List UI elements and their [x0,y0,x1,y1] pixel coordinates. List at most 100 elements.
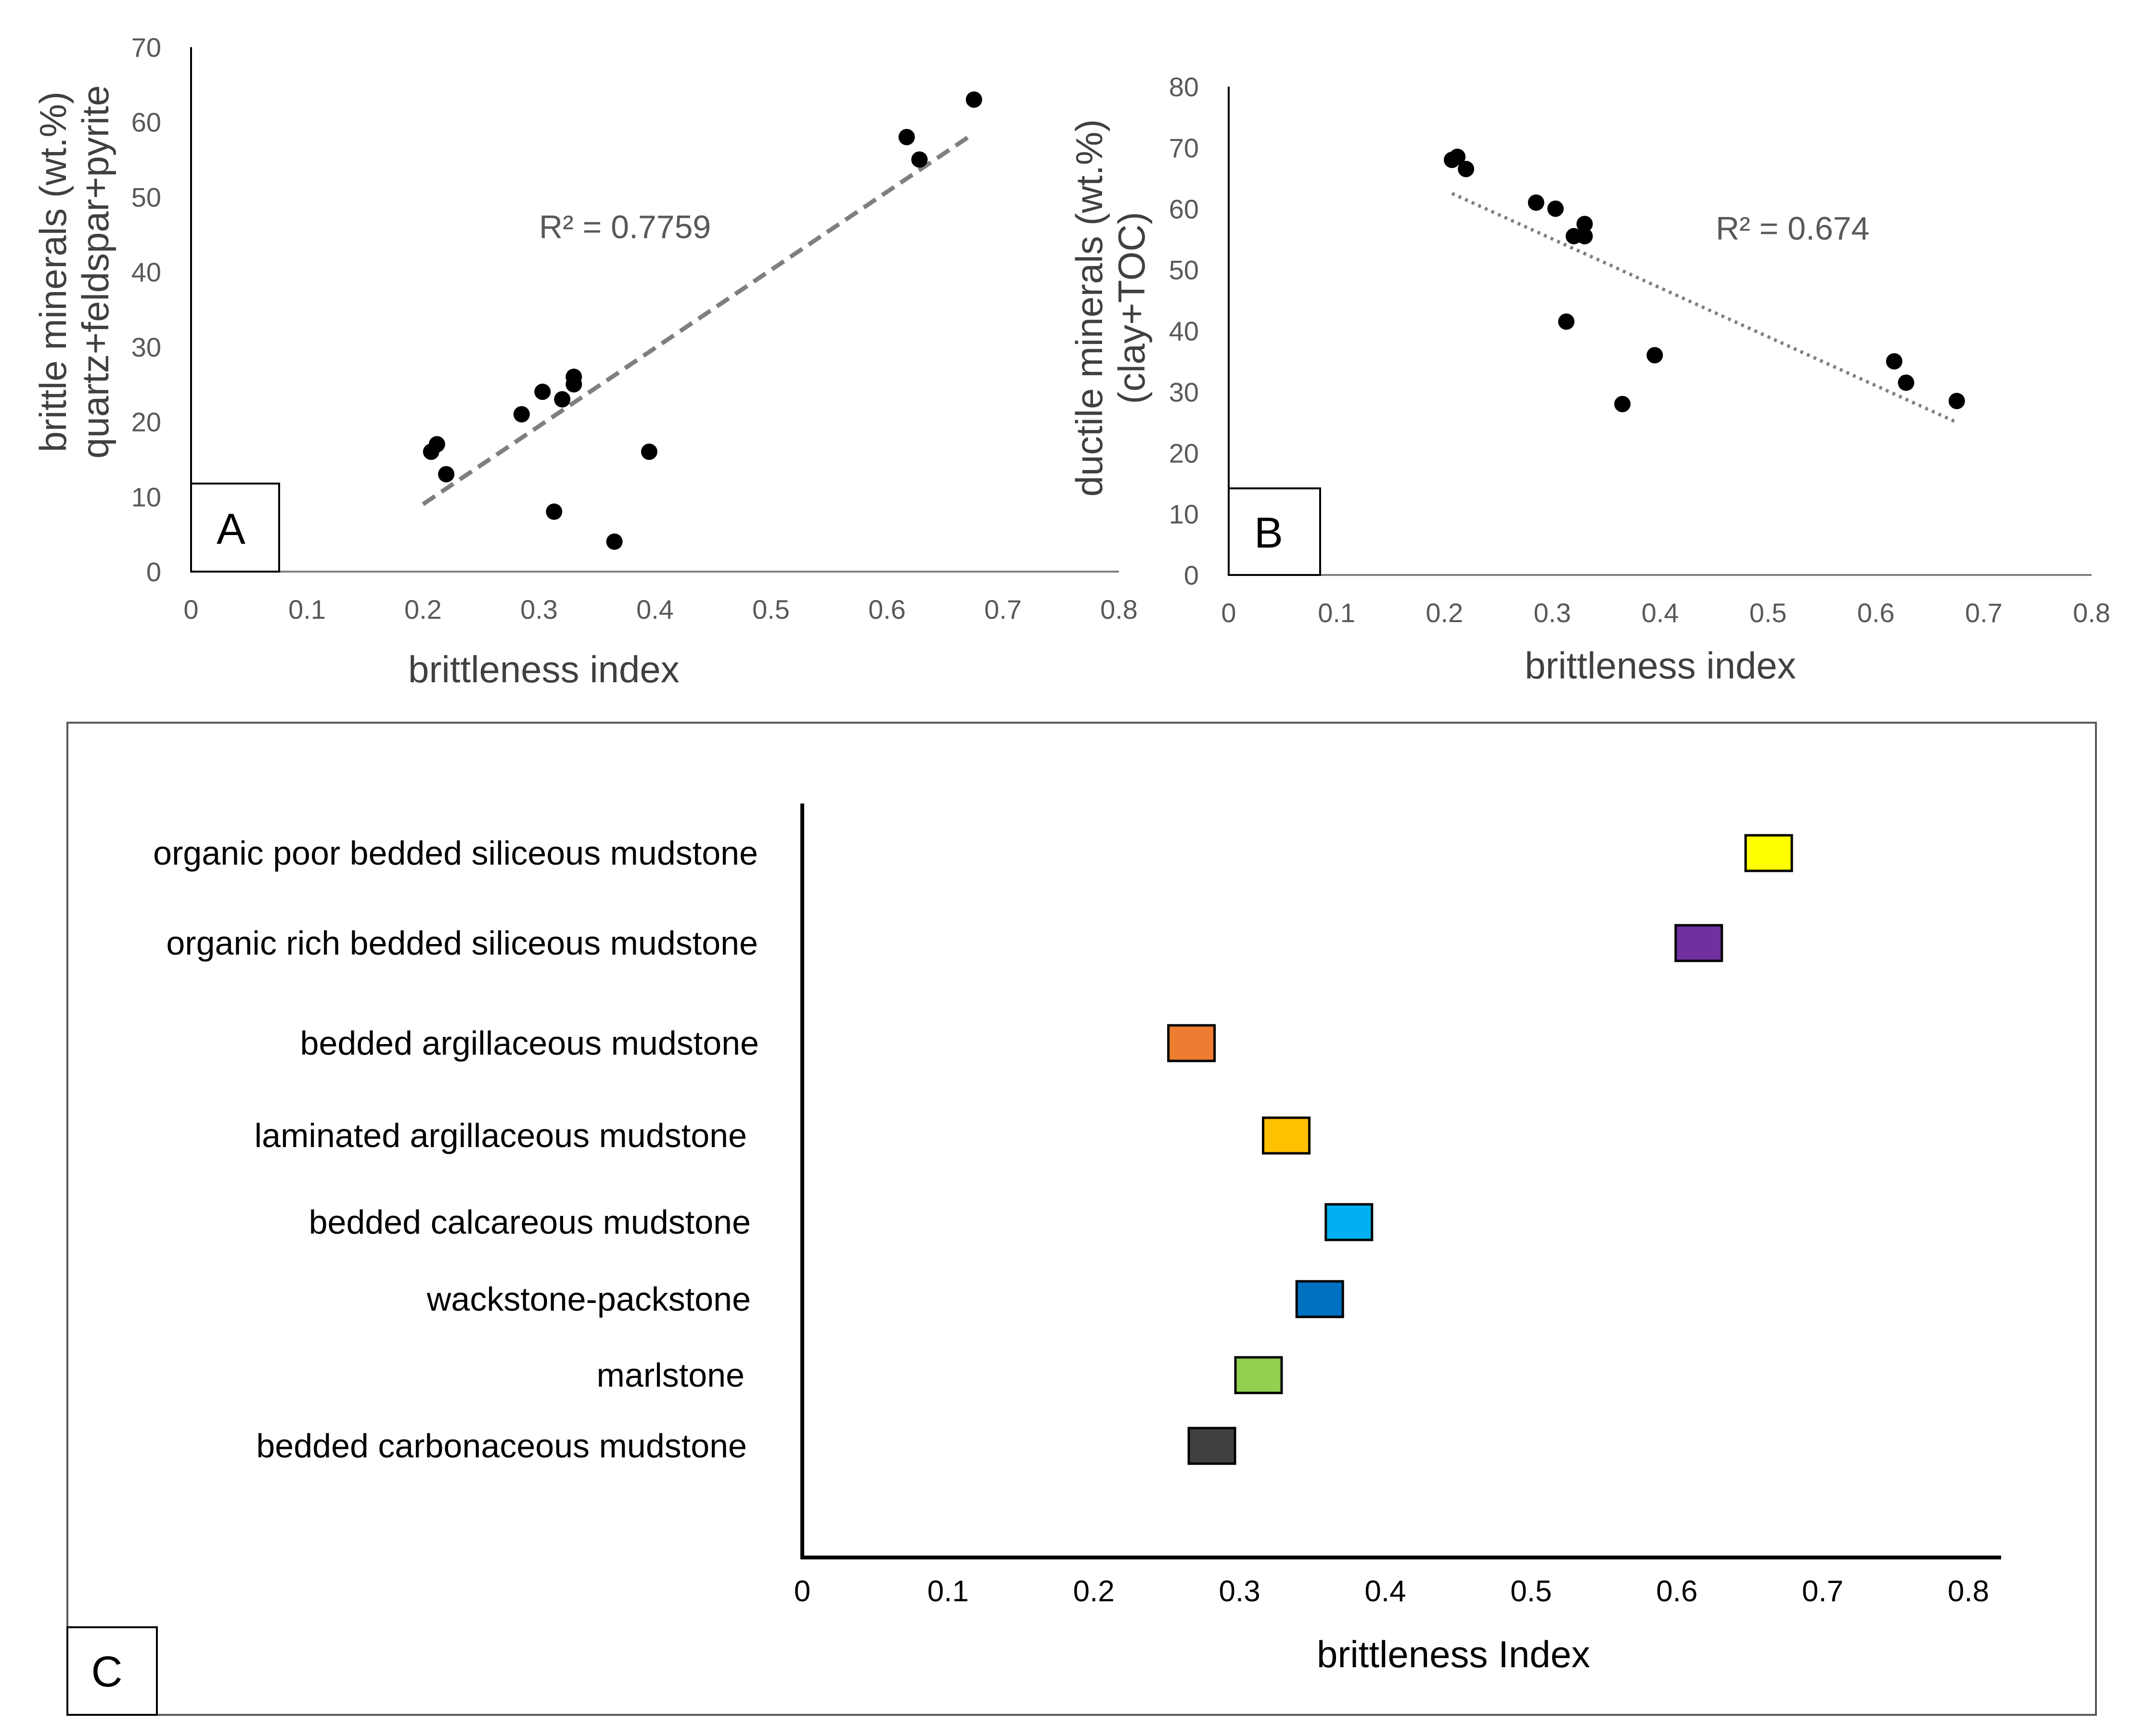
panel-b-x-tick-label: 0 [1221,598,1236,628]
panel-c-category-label: bedded argillaceous mudstone [300,1024,759,1062]
panel-a-data-point [565,369,582,385]
panel-b-data-point [1948,393,1965,409]
panel-a-x-tick-label: 0.2 [404,594,442,625]
panel-a-data-point [606,533,623,550]
panel-a-y-tick-label: 50 [131,182,161,212]
panel-b-data-point [1576,228,1593,244]
panel-b-y-tick-label: 20 [1169,438,1199,468]
panel-a-y-tick-label: 10 [131,482,161,512]
panel-b-label-box [1228,487,1321,576]
panel-c-category-label: laminated argillaceous mudstone [255,1117,747,1154]
panel-a-y-tick-label: 20 [131,407,161,437]
panel-b-y-tick-label: 50 [1169,255,1199,285]
panel-a-x-tick-label: 0.1 [288,594,326,625]
panel-b-data-point [1576,216,1593,232]
panel-a-data-point [911,151,928,168]
panel-c-marker [1187,1427,1236,1465]
panel-a-x-tick-label: 0.4 [636,594,674,625]
panel-b-data-point [1449,148,1466,165]
panel-c-x-tick-label: 0.5 [1510,1575,1552,1608]
panel-b-r2-annotation: R² = 0.674 [1716,210,1869,247]
panel-a-data-point [428,436,445,453]
panel-a-trendline [422,131,976,506]
panel-a-x-axis-title: brittleness index [408,648,680,690]
panel-a-data-point [898,128,915,145]
panel-a-data-point [965,91,982,108]
panel-a: 0 0.1 0.2 0.3 0.4 0.5 0.6 0.7 0.8 0 10 20 30 40 50 60 7… [32,32,1138,690]
panel-b-x-tick-label: 0.2 [1426,598,1463,628]
panel-b-data-point [1646,347,1663,364]
panel-a-y-axis-title-line1: brittle minerals (wt.%) [32,91,74,452]
panel-a-x-tick-label: 0.3 [520,594,558,625]
panel-b-data-point [1886,353,1902,370]
panel-c-category-label: bedded carbonaceous mudstone [256,1427,747,1465]
panel-b-data-point [1558,313,1575,330]
panel-b-data-point [1898,374,1915,391]
panel-b-data-point [1458,161,1475,178]
panel-b-x-tick-label: 0.7 [1965,598,2003,628]
panel-b-y-tick-label: 60 [1169,194,1199,224]
panel-b-x-tick-label: 0.5 [1749,598,1787,628]
panel-a-x-tick-label: 0 [183,594,198,625]
panel-b-letter: B [1254,509,1283,557]
panel-c-x-tick-label: 0.8 [1948,1575,1989,1608]
panel-c-category-label: marlstone [597,1356,745,1394]
panel-a-x-tick-label: 0.8 [1100,594,1138,625]
panel-a-r2-annotation: R² = 0.7759 [539,209,711,245]
panel-a-data-point [513,406,530,422]
panel-b-y-axis-title-line1: ductile minerals (wt.%) [1068,119,1110,497]
panel-b-y-tick-label: 10 [1169,499,1199,529]
panel-a-x-tick-label: 0.5 [752,594,790,625]
panel-a-data-point [641,443,657,460]
panel-a-x-tick-label: 0.6 [868,594,906,625]
panel-a-data-point [438,466,455,483]
panel-a-label-box [190,483,280,573]
panel-b-x-tick-label: 0.3 [1533,598,1571,628]
panel-c-marker [1295,1280,1344,1318]
panel-c-category-label: bedded calcareous mudstone [309,1203,751,1241]
panel-a-y-tick-label: 0 [146,557,161,587]
panel-c-category-label: wackstone-packstone [426,1280,751,1318]
panel-b-y-tick-label: 80 [1169,72,1199,102]
panel-b-y-tick-label: 0 [1184,560,1199,590]
panel-c-marker [1744,834,1793,872]
panel-a-data-point [534,383,551,400]
panel-b-trendline [1451,191,1958,424]
panel-c-letter: C [91,1648,123,1696]
panel-a-data-point [554,391,571,408]
panel-c-x-axis-title: brittleness Index [1317,1633,1590,1675]
panel-b-y-tick-label: 30 [1169,377,1199,407]
panel-c-marker [1324,1203,1374,1241]
panel-a-y-tick-label: 70 [131,32,161,63]
panel-c-x-tick-label: 0.1 [927,1575,969,1608]
panel-a-y-tick-label: 30 [131,332,161,362]
panel-c-marker [1167,1024,1216,1062]
panel-c-x-tick-label: 0.7 [1802,1575,1843,1608]
panel-a-y-tick-label: 60 [131,107,161,138]
panel-c-x-tick-label: 0.2 [1073,1575,1115,1608]
panel-b-data-point [1547,200,1564,217]
panel-b-data-point [1614,396,1631,412]
panel-c-x-tick-label: 0.6 [1656,1575,1697,1608]
panel-a-letter: A [217,505,245,553]
panel-c-x-tick-label: 0 [794,1575,810,1608]
panel-c-marker [1234,1356,1283,1394]
panel-b-y-tick-label: 70 [1169,133,1199,163]
panel-b-x-tick-label: 0.4 [1642,598,1679,628]
panel-b-x-tick-label: 0.1 [1318,598,1355,628]
panel-c: 0 0.1 0.2 0.3 0.4 0.5 0.6 0.7 0.8 organic poor b… [66,722,2097,1716]
panel-b: 0 0.1 0.2 0.3 0.4 0.5 0.6 0.7 0.8 0 10 20 30 40 50 60 7… [1068,72,2110,687]
panel-b-data-point [1528,194,1544,211]
panel-b-y-tick-label: 40 [1169,316,1199,346]
panel-c-category-label: organic rich bedded siliceous mudstone [166,924,758,962]
panel-a-data-point [546,503,563,520]
panel-b-x-tick-label: 0.6 [1857,598,1895,628]
panel-c-x-tick-label: 0.3 [1219,1575,1260,1608]
panel-a-x-tick-label: 0.7 [984,594,1022,625]
panel-b-x-tick-label: 0.8 [2073,598,2110,628]
panel-b-x-axis-title: brittleness index [1525,644,1796,687]
panel-c-x-tick-label: 0.4 [1364,1575,1406,1608]
panel-c-category-label: organic poor bedded siliceous mudstone [153,834,758,872]
panel-a-y-axis-title-line2: quartz+feldspar+pyrite [74,85,116,459]
